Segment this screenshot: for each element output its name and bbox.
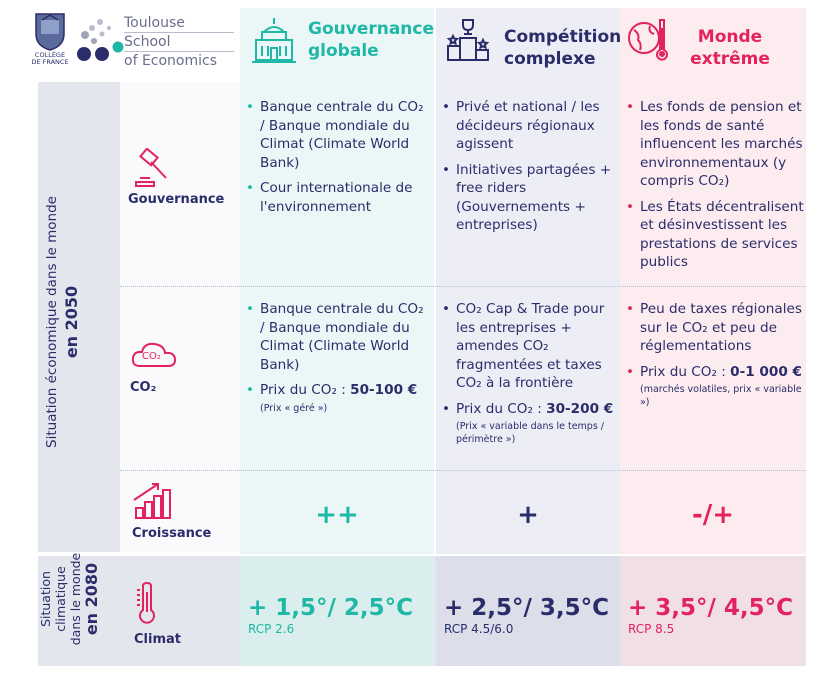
co2-col3-price-prefix: Prix du CO₂ : (640, 363, 731, 380)
header-global-line1: Gouvernance (308, 19, 435, 39)
climat-col3-rcp: RCP 8.5 (628, 622, 675, 636)
side-label-2050-line1: Situation économique dans le monde (44, 196, 60, 448)
header-complexe-line2: complexe (504, 49, 596, 69)
tse-dots-logo (76, 14, 124, 68)
co2-col3: Peu de taxes régionales sur le CO₂ et pe… (626, 300, 806, 416)
side-label-2080: Situation climatique dans le monde en 20… (38, 544, 112, 654)
header-extreme: Monde extrême (626, 14, 806, 74)
co2-col2-bullet1: CO₂ Cap & Trade pour les entreprises + a… (442, 300, 616, 393)
climat-col3-temp: + 3,5°/ 4,5°C (628, 595, 794, 621)
co2-col3-note: (marchés volatiles, prix « variable ») (640, 384, 802, 408)
header-complexe: Compétition complexe (444, 14, 622, 74)
row-co2-label-block: CO₂ CO₂ (130, 340, 230, 395)
gouv-col3-bullet1: Les fonds de pension et les fonds de san… (626, 98, 806, 191)
co2-col3-bullet2: Prix du CO₂ : 0-1 000 € (marchés volatile… (626, 363, 806, 410)
separator-1 (120, 286, 806, 287)
side-band-2050-white (120, 82, 240, 552)
side-label-2080-line1: Situation (38, 571, 53, 627)
co2-col1-price-value: 50-100 € (350, 382, 418, 398)
co2-col3-price-value: 0-1 000 € (730, 363, 802, 380)
croissance-col1: ++ (315, 500, 359, 530)
climat-col1: + 1,5°/ 2,5°C RCP 2.6 (248, 594, 413, 636)
row-climat-label-block: Climat (134, 582, 234, 647)
gouv-col1-bullet1: Banque centrale du CO₂ / Banque mondiale… (246, 98, 432, 172)
gouv-col1: Banque centrale du CO₂ / Banque mondiale… (246, 98, 432, 223)
bottom-col1-bg (240, 556, 434, 666)
tse-wordmark: Toulouse School of Economics (124, 14, 234, 70)
column-bg-complexe (436, 8, 620, 554)
government-building-icon (252, 18, 296, 63)
croissance-col3: -/+ (691, 500, 735, 530)
college-crest-icon (35, 13, 65, 51)
gouv-col3: Les fonds de pension et les fonds de san… (626, 98, 806, 279)
college-text-1: COLLÈGE (34, 51, 66, 59)
college-de-france-logo: COLLÈGE DE FRANCE (30, 10, 70, 70)
podium-trophy-icon (446, 19, 490, 61)
croissance-col2: + (517, 500, 539, 530)
header-extreme-line1: Monde (697, 27, 763, 47)
gouv-col3-bullet2: Les États décentralisent et désinvestiss… (626, 198, 806, 272)
co2-col1-note: (Prix « géré ») (260, 402, 328, 414)
gouv-col1-bullet2: Cour internationale de l'environnement (246, 179, 432, 216)
tse-line-3: of Economics (124, 53, 218, 69)
climat-col3: + 3,5°/ 4,5°C RCP 8.5 (628, 594, 793, 636)
co2-col1-bullet1: Banque centrale du CO₂ / Banque mondiale… (246, 300, 432, 374)
row-co2-label: CO₂ (130, 380, 157, 395)
co2-col2: CO₂ Cap & Trade pour les entreprises + a… (442, 300, 616, 453)
column-bg-extreme (620, 8, 806, 554)
tse-line-2: School (124, 33, 234, 52)
header-global: Gouvernance globale (250, 14, 434, 74)
co2-cloud-icon: CO₂ (130, 340, 178, 370)
co2-col1-bullet2: Prix du CO₂ : 50-100 € (Prix « géré ») (246, 381, 432, 415)
row-croissance-label: Croissance (132, 526, 212, 541)
side-label-2080-line2: climatique (53, 566, 68, 632)
gouv-col2-bullet1: Privé et national / les décideurs région… (442, 98, 616, 154)
tse-dots-icon (77, 19, 124, 61)
co2-col2-price-value: 30-200 € (546, 400, 614, 417)
co2-col3-bullet1: Peu de taxes régionales sur le CO₂ et pe… (626, 300, 806, 356)
co2-col2-price-prefix: Prix du CO₂ : (456, 400, 547, 417)
climat-col1-rcp: RCP 2.6 (248, 622, 295, 636)
gavel-icon (135, 148, 167, 187)
separator-2 (120, 470, 806, 471)
side-label-2080-line3: dans le monde (68, 552, 83, 646)
co2-col1: Banque centrale du CO₂ / Banque mondiale… (246, 300, 432, 422)
climat-col2-rcp: RCP 4.5/6.0 (444, 622, 514, 636)
growth-bars-icon (133, 483, 171, 519)
header-complexe-line1: Compétition (504, 27, 622, 47)
thermometer-icon (137, 582, 155, 624)
row-climat-label: Climat (134, 632, 181, 647)
column-bg-global (240, 8, 434, 554)
bottom-col3-bg (620, 556, 806, 666)
row-gouvernance-label-block: Gouvernance (128, 148, 236, 207)
co2-cloud-text: CO₂ (142, 351, 161, 362)
climat-col1-temp: + 1,5°/ 2,5°C (248, 595, 414, 621)
climat-col2-temp: + 2,5°/ 3,5°C (444, 595, 610, 621)
row-gouvernance-label: Gouvernance (128, 192, 225, 207)
row-croissance-label-block: Croissance (132, 482, 240, 541)
globe-thermometer-icon (628, 19, 668, 61)
side-label-2050-line2: en 2050 (62, 285, 81, 359)
college-text-2: DE FRANCE (31, 58, 69, 66)
side-band-2050 (38, 82, 120, 552)
bottom-col2-bg (436, 556, 620, 666)
gouv-col2-bullet2: Initiatives partagées + free riders (Gou… (442, 161, 616, 235)
tse-line-1: Toulouse (124, 14, 234, 33)
header-global-line2: globale (308, 41, 379, 61)
side-label-2080-line4: en 2080 (82, 562, 101, 636)
header-extreme-line2: extrême (690, 49, 770, 69)
co2-col1-price-prefix: Prix du CO₂ : (260, 382, 351, 398)
climat-col2: + 2,5°/ 3,5°C RCP 4.5/6.0 (444, 594, 609, 636)
side-label-2050: Situation économique dans le monde en 20… (42, 172, 86, 472)
co2-col2-bullet2: Prix du CO₂ : 30-200 € (Prix « variable d… (442, 400, 616, 447)
co2-col2-note: (Prix « variable dans le temps / périmèt… (456, 421, 605, 445)
gouv-col2: Privé et national / les décideurs région… (442, 98, 616, 242)
